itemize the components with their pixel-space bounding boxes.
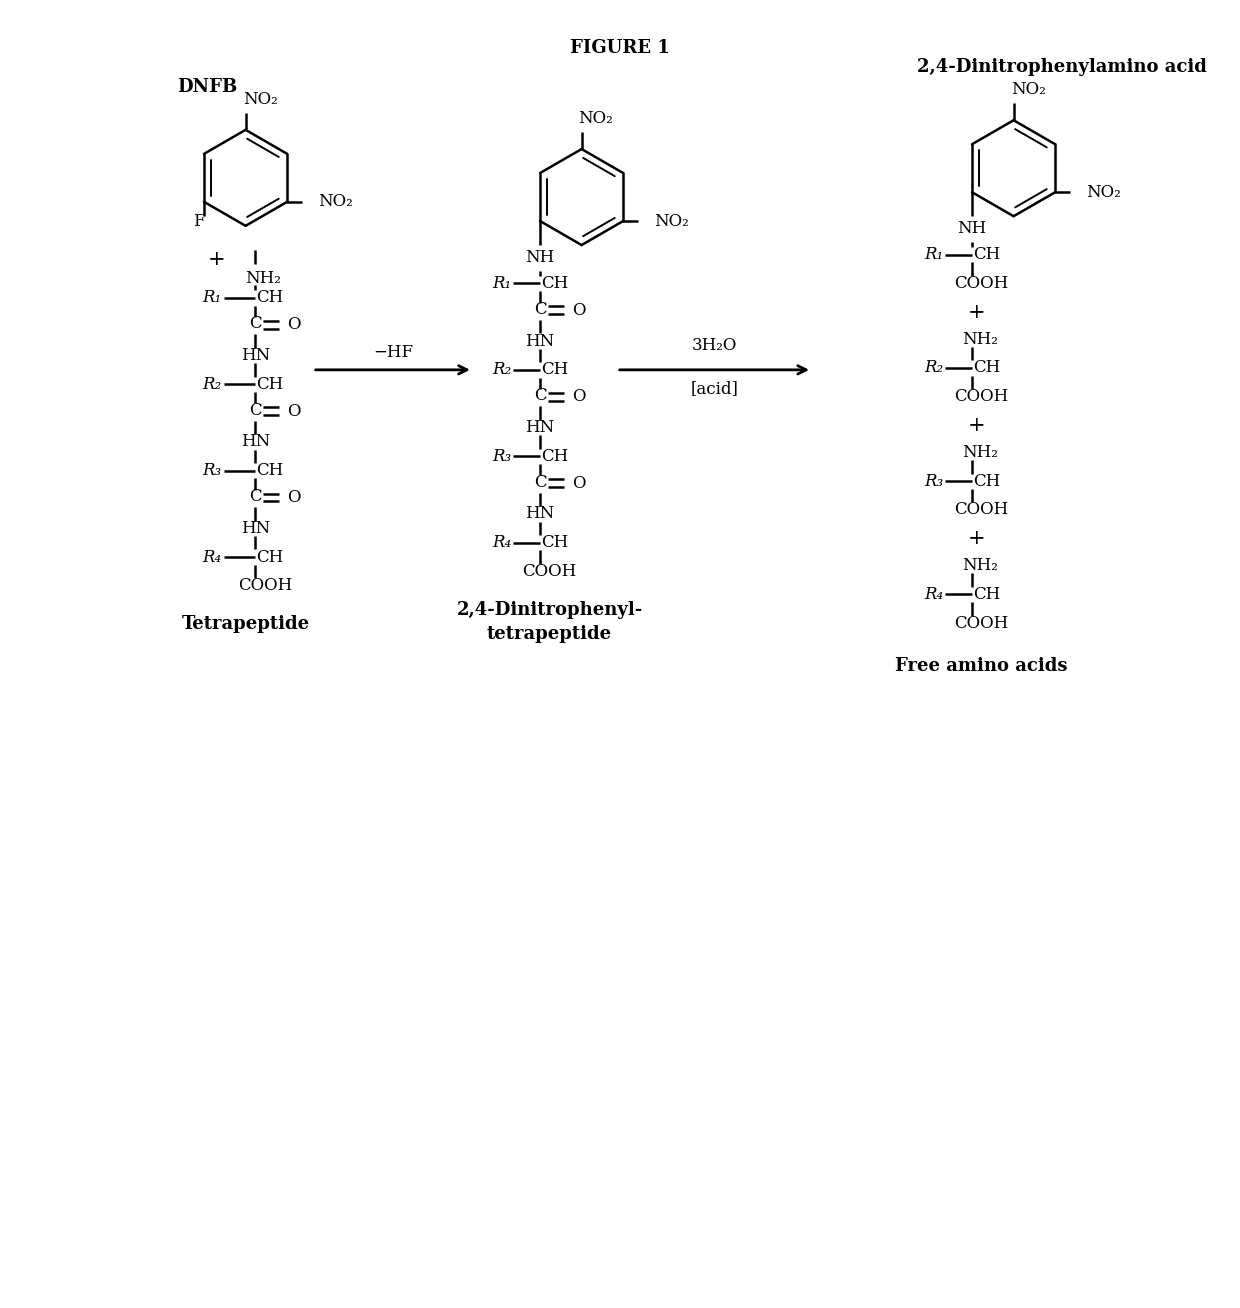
Text: HN: HN <box>526 332 554 349</box>
Text: HN: HN <box>241 347 270 364</box>
Text: tetrapeptide: tetrapeptide <box>487 625 613 642</box>
Text: +: + <box>968 530 986 548</box>
Text: O: O <box>286 317 300 334</box>
Text: R₂: R₂ <box>492 361 511 378</box>
Text: NH: NH <box>526 249 554 266</box>
Text: NO₂: NO₂ <box>243 90 278 107</box>
Text: R₁: R₁ <box>202 289 222 306</box>
Text: COOH: COOH <box>238 577 291 594</box>
Text: O: O <box>572 388 585 405</box>
Text: FIGURE 1: FIGURE 1 <box>570 39 670 58</box>
Text: C: C <box>249 488 262 505</box>
Text: O: O <box>286 403 300 420</box>
Text: +: + <box>968 416 986 436</box>
Text: +: + <box>968 302 986 322</box>
Text: R₄: R₄ <box>924 586 944 603</box>
Text: R₄: R₄ <box>202 548 222 565</box>
Text: NH₂: NH₂ <box>962 331 998 348</box>
Text: NH₂: NH₂ <box>962 557 998 574</box>
Text: R₁: R₁ <box>492 275 511 292</box>
Text: CH: CH <box>541 361 568 378</box>
Text: R₂: R₂ <box>202 375 222 392</box>
Text: O: O <box>286 489 300 506</box>
Text: CH: CH <box>255 462 283 479</box>
Text: C: C <box>533 473 547 490</box>
Text: +: + <box>208 250 226 269</box>
Text: NO₂: NO₂ <box>1011 81 1045 98</box>
Text: R₃: R₃ <box>924 472 944 489</box>
Text: Free amino acids: Free amino acids <box>895 658 1068 675</box>
Text: R₃: R₃ <box>492 447 511 464</box>
Text: CH: CH <box>973 360 999 377</box>
Text: DNFB: DNFB <box>177 77 237 95</box>
Text: C: C <box>249 315 262 332</box>
Text: COOH: COOH <box>955 615 1009 632</box>
Text: NH₂: NH₂ <box>962 443 998 460</box>
Text: O: O <box>572 302 585 319</box>
Text: COOH: COOH <box>955 388 1009 405</box>
Text: 3H₂O: 3H₂O <box>692 337 737 354</box>
Text: CH: CH <box>255 289 283 306</box>
Text: C: C <box>533 301 547 318</box>
Text: CH: CH <box>541 534 568 551</box>
Text: COOH: COOH <box>955 501 1009 518</box>
Text: NO₂: NO₂ <box>1086 183 1121 200</box>
Text: 2,4-Dinitrophenylamino acid: 2,4-Dinitrophenylamino acid <box>916 59 1207 76</box>
Text: R₄: R₄ <box>492 534 511 551</box>
Text: NO₂: NO₂ <box>653 212 688 229</box>
Text: CH: CH <box>973 472 999 489</box>
Text: NH: NH <box>957 220 987 237</box>
Text: HN: HN <box>241 433 270 450</box>
Text: R₁: R₁ <box>924 246 944 263</box>
Text: 2,4-Dinitrophenyl-: 2,4-Dinitrophenyl- <box>456 600 642 619</box>
Text: NO₂: NO₂ <box>317 194 352 211</box>
Text: R₃: R₃ <box>202 462 222 479</box>
Text: Tetrapeptide: Tetrapeptide <box>181 615 310 633</box>
Text: NH₂: NH₂ <box>246 271 280 288</box>
Text: −HF: −HF <box>373 344 413 361</box>
Text: COOH: COOH <box>522 562 577 579</box>
Text: CH: CH <box>541 447 568 464</box>
Text: [acid]: [acid] <box>691 381 738 398</box>
Text: CH: CH <box>255 375 283 392</box>
Text: CH: CH <box>973 586 999 603</box>
Text: O: O <box>572 475 585 492</box>
Text: COOH: COOH <box>955 275 1009 292</box>
Text: NO₂: NO₂ <box>579 110 614 127</box>
Text: R₂: R₂ <box>924 360 944 377</box>
Text: CH: CH <box>973 246 999 263</box>
Text: CH: CH <box>255 548 283 565</box>
Text: F: F <box>193 212 205 229</box>
Text: HN: HN <box>526 505 554 522</box>
Text: CH: CH <box>541 275 568 292</box>
Text: HN: HN <box>241 519 270 536</box>
Text: C: C <box>533 387 547 404</box>
Text: HN: HN <box>526 419 554 436</box>
Text: C: C <box>249 402 262 419</box>
